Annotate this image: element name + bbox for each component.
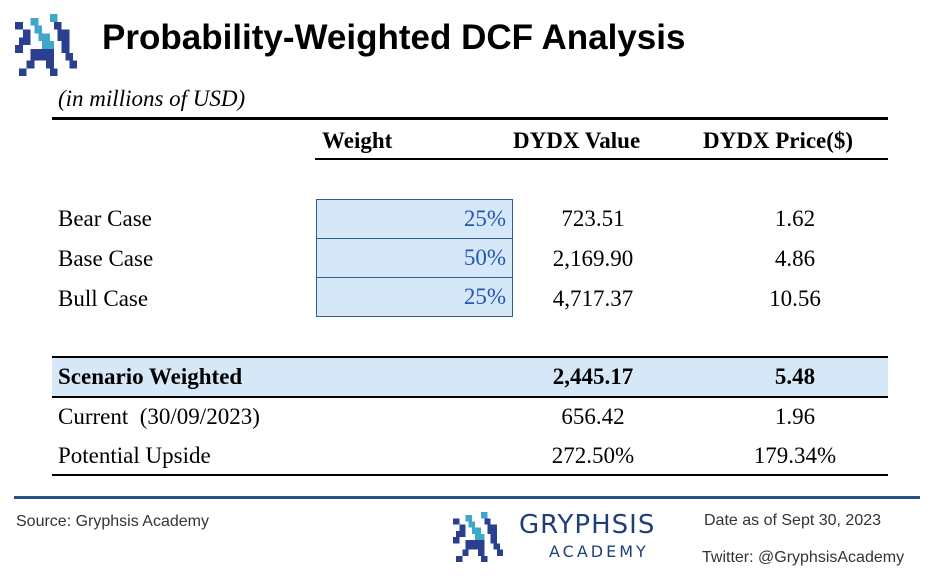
weighted-value: 2,445.17 xyxy=(508,357,678,397)
gryphon-logo-icon xyxy=(452,512,504,562)
upside-price: 179.34% xyxy=(700,436,890,476)
brand-subtitle: ACADEMY xyxy=(549,542,649,562)
source-note: Source: Gryphsis Academy xyxy=(16,513,209,531)
value-cell: 2,169.90 xyxy=(508,239,678,279)
page-subtitle: (in millions of USD) xyxy=(58,84,245,114)
current-label: Current (30/09/2023) xyxy=(58,397,260,437)
price-cell: 4.86 xyxy=(700,239,890,279)
value-cell: 4,717.37 xyxy=(508,279,678,319)
upside-label: Potential Upside xyxy=(58,436,211,476)
column-header-price: DYDX Price($) xyxy=(703,124,853,158)
current-value: 656.42 xyxy=(508,397,678,437)
column-header-weight: Weight xyxy=(322,124,392,158)
weight-input[interactable]: 50% xyxy=(316,238,513,278)
table-top-rule xyxy=(52,117,888,120)
weight-input[interactable]: 25% xyxy=(316,199,513,239)
table-bottom-rule xyxy=(52,474,888,476)
brand-name: GRYPHSIS xyxy=(519,510,655,540)
price-cell: 10.56 xyxy=(700,279,890,319)
row-label: Base Case xyxy=(58,239,153,279)
row-label: Bull Case xyxy=(58,279,148,319)
weight-input[interactable]: 25% xyxy=(316,277,513,317)
value-cell: 723.51 xyxy=(508,199,678,239)
weighted-label: Scenario Weighted xyxy=(58,357,242,397)
date-note: Date as of Sept 30, 2023 xyxy=(704,512,881,530)
current-price: 1.96 xyxy=(700,397,890,437)
twitter-handle: Twitter: @GryphsisAcademy xyxy=(702,549,904,567)
footer-divider xyxy=(14,496,920,499)
upside-value: 272.50% xyxy=(508,436,678,476)
weighted-price: 5.48 xyxy=(700,357,890,397)
gryphon-logo-icon xyxy=(14,14,78,76)
page-title: Probability-Weighted DCF Analysis xyxy=(102,14,685,62)
price-cell: 1.62 xyxy=(700,199,890,239)
row-label: Bear Case xyxy=(58,199,152,239)
header-rule xyxy=(315,158,888,160)
column-header-value: DYDX Value xyxy=(513,124,640,158)
